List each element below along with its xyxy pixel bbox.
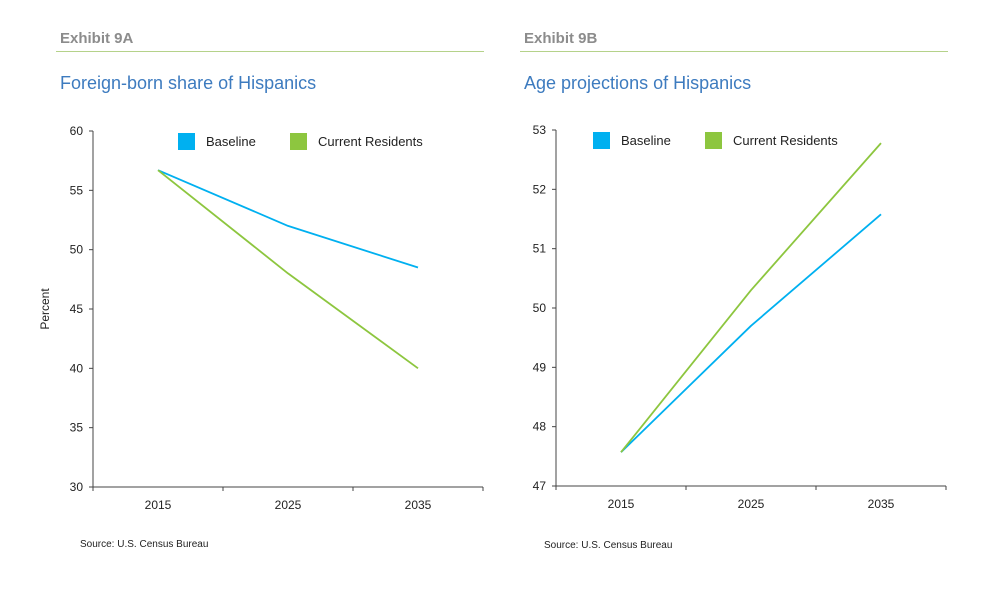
exhibit-label: Exhibit 9B [524,30,598,47]
y-tick-label: 53 [533,123,547,137]
legend-swatch [290,133,307,150]
y-tick-label: 45 [70,302,84,316]
series-line-baseline [620,213,882,453]
series-line-baseline [157,169,419,269]
legend-swatch [705,132,722,149]
x-tick-label: 2015 [145,498,172,512]
x-tick-label: 2025 [275,498,302,512]
legend-label: Current Residents [318,134,423,149]
x-tick-label: 2035 [868,497,895,511]
y-tick-label: 50 [70,243,84,257]
y-tick-label: 48 [533,420,547,434]
y-tick-label: 35 [70,421,84,435]
legend-swatch [593,132,610,149]
source-note: Source: U.S. Census Bureau [544,540,673,551]
legend-label: Baseline [621,133,671,148]
exhibit-9a: Exhibit 9A Foreign-born share of Hispani… [38,0,486,601]
series-line-current-residents [620,142,882,453]
chart-title: Foreign-born share of Hispanics [60,73,317,93]
exhibit-9b: Exhibit 9B Age projections of Hispanics … [520,0,950,601]
y-tick-label: 51 [533,242,547,256]
y-tick-label: 50 [533,301,547,315]
y-tick-label: 30 [70,480,84,494]
chart-age-projections: 47 48 49 50 51 52 53 2015 2025 2035 Baseline Curren… [533,123,947,511]
y-tick-label: 47 [533,479,547,493]
x-tick-label: 2015 [608,497,635,511]
legend-label: Baseline [206,134,256,149]
y-axis-label: Percent [38,288,52,330]
y-tick-label: 49 [533,360,547,374]
legend-label: Current Residents [733,133,838,148]
chart-foreign-born-share: 30 35 40 45 50 55 60 2015 2025 2035 Percent Baselin… [38,124,484,512]
y-tick-label: 40 [70,361,84,375]
source-note: Source: U.S. Census Bureau [80,539,209,550]
divider [56,51,484,52]
series-line-current-residents [157,169,419,370]
exhibit-label: Exhibit 9A [60,30,134,47]
y-tick-label: 52 [533,182,547,196]
x-tick-label: 2025 [738,497,765,511]
y-tick-label: 60 [70,124,84,138]
legend-swatch [178,133,195,150]
chart-title: Age projections of Hispanics [524,73,752,93]
x-tick-label: 2035 [405,498,432,512]
divider [520,51,948,52]
y-tick-label: 55 [70,183,84,197]
